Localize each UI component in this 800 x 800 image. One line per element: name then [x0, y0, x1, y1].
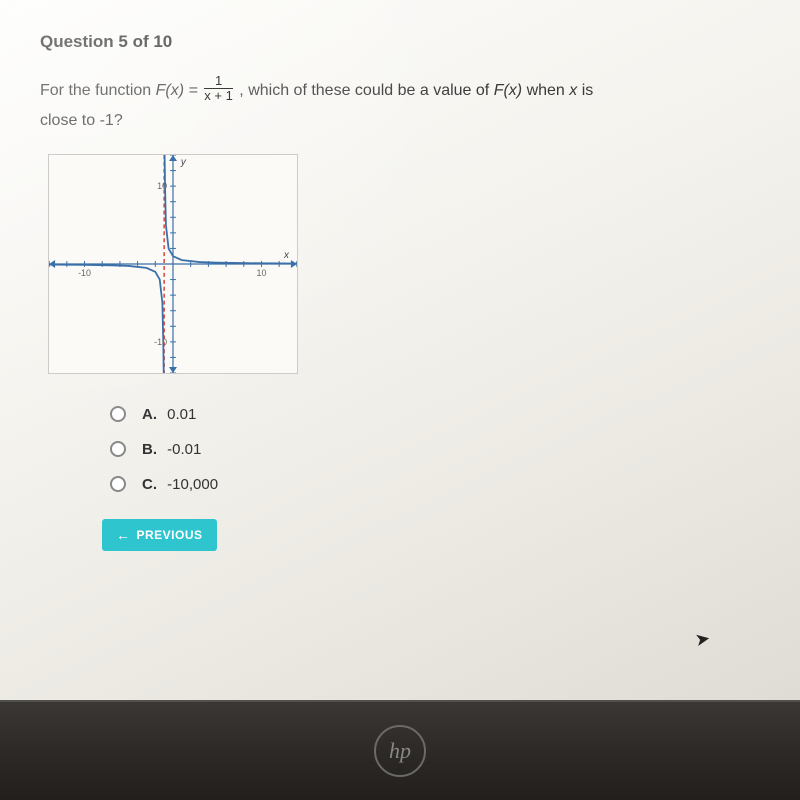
radio-icon[interactable]	[110, 406, 126, 422]
q-prefix: For the function	[40, 82, 156, 99]
option-label: C. -10,000	[142, 476, 218, 493]
option-letter: C.	[142, 476, 157, 493]
option-text: -0.01	[167, 441, 201, 458]
frac-den: x + 1	[204, 88, 233, 103]
bezel-center: hp	[374, 725, 426, 777]
option-b[interactable]: B. -0.01	[110, 441, 760, 458]
q-tail2: is	[582, 82, 594, 99]
radio-icon[interactable]	[110, 476, 126, 492]
option-label: B. -0.01	[142, 441, 201, 458]
option-a[interactable]: A. 0.01	[110, 406, 760, 423]
hp-logo-icon: hp	[374, 725, 426, 777]
question-text: For the function F(x) = 1 x + 1 , which …	[40, 76, 760, 106]
svg-text:y: y	[180, 157, 187, 168]
laptop-bezel: hp	[0, 700, 800, 800]
q-tail: when	[527, 82, 570, 99]
svg-text:10: 10	[257, 267, 267, 277]
q-fncall: F(x)	[494, 82, 522, 99]
graph-svg: -10 10 10 -10 y x	[49, 155, 297, 373]
option-text: -10,000	[167, 476, 218, 493]
question-counter: Question 5 of 10	[40, 32, 760, 52]
q-mid: , which of these could be a value of	[239, 82, 493, 99]
q-fncall-text: F(x)	[494, 82, 522, 99]
q-fraction: 1 x + 1	[204, 74, 233, 104]
svg-text:-10: -10	[78, 267, 91, 277]
option-letter: A.	[142, 406, 157, 423]
prev-label: PREVIOUS	[137, 528, 203, 542]
cursor-icon: ➤	[693, 628, 712, 651]
svg-text:10: 10	[157, 181, 167, 191]
option-text: 0.01	[167, 406, 196, 423]
q-fn-lhs-text: F(x) =	[156, 82, 203, 99]
q-fn-lhs: F(x) =	[156, 82, 203, 99]
question-line2: close to -1?	[40, 112, 760, 130]
option-c[interactable]: C. -10,000	[110, 476, 760, 493]
answer-options: A. 0.01 B. -0.01 C. -10,000	[110, 406, 760, 493]
q-var-text: x	[569, 82, 577, 99]
option-label: A. 0.01	[142, 406, 196, 423]
radio-icon[interactable]	[110, 441, 126, 457]
function-graph: -10 10 10 -10 y x	[48, 154, 298, 374]
svg-text:-10: -10	[154, 336, 167, 346]
frac-num: 1	[204, 74, 233, 88]
q-var: x	[569, 82, 577, 99]
option-letter: B.	[142, 441, 157, 458]
previous-button[interactable]: ← PREVIOUS	[102, 519, 217, 551]
arrow-left-icon: ←	[116, 527, 131, 543]
svg-text:x: x	[283, 250, 290, 261]
quiz-screen: Question 5 of 10 For the function F(x) =…	[0, 0, 800, 700]
